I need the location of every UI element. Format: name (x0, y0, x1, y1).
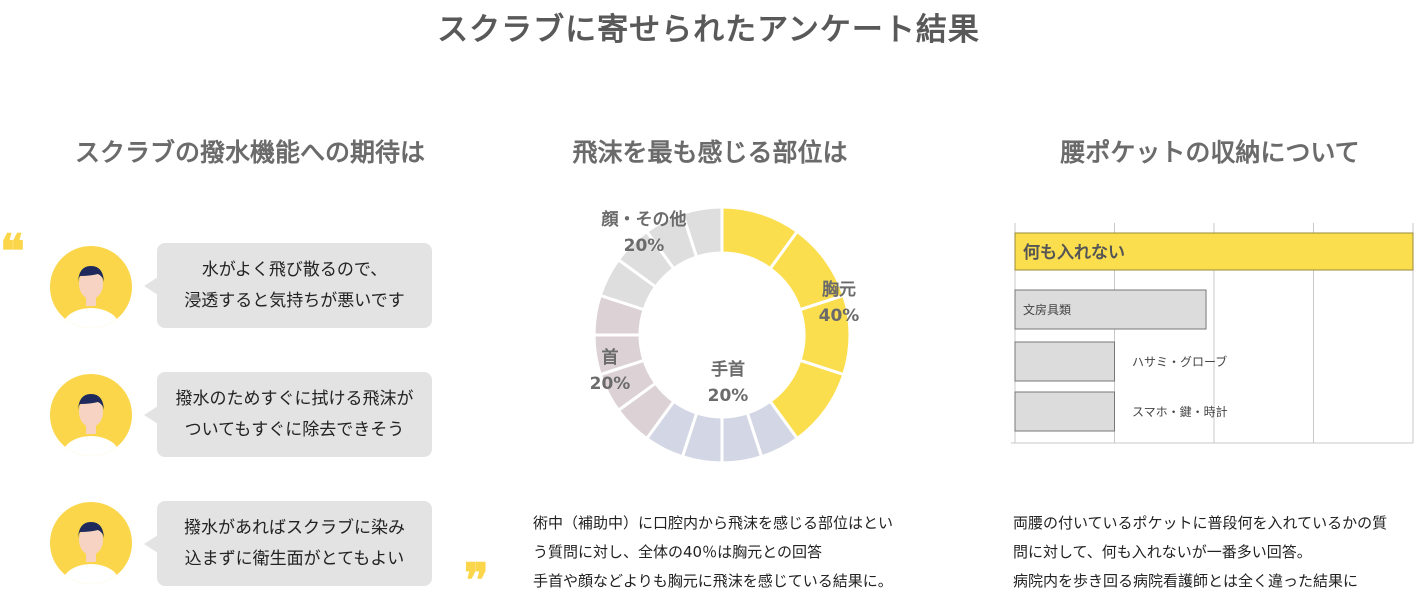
donut-label-value: 20% (624, 236, 665, 256)
testimonial-line: 撥水のためすぐに拭ける飛沫が (175, 388, 414, 409)
left-section-title: スクラブの撥水機能への期待は (74, 138, 425, 167)
bar-3 (1014, 391, 1115, 432)
middle-desc-line: う質問に対し、全体の40％は胸元との回答 (533, 543, 822, 561)
right-description: 両腰の付いているポケットに普段何を入れているかの質 問に対して、何も入れないが一… (1013, 509, 1417, 596)
middle-desc-line: 手首や顔などよりも胸元に飛沫を感じている結果に。 (533, 572, 893, 590)
testimonial-line: ついてもすぐに除去できそう (184, 419, 405, 440)
donut-chart: 胸元 40% 手首 20% 首 20% 顔・その他 20% (590, 205, 860, 465)
testimonial-bubble: 撥水があればスクラブに染み 込まずに衛生面がとてもよい (157, 501, 432, 586)
quote-open-icon: ❝ (0, 224, 25, 278)
bubble-tail (144, 406, 158, 424)
avatar (50, 246, 132, 328)
bar-1 (1014, 289, 1207, 330)
right-desc-line: 問に対して、何も入れないが一番多い回答。 (1013, 543, 1312, 561)
testimonial-bubble: 撥水のためすぐに拭ける飛沫が ついてもすぐに除去できそう (157, 372, 432, 457)
testimonial-text: 撥水のためすぐに拭ける飛沫が ついてもすぐに除去できそう (176, 384, 414, 446)
right-desc-line: 両腰の付いているポケットに普段何を入れているかの質 (1013, 514, 1388, 532)
bar-category-label: スマホ・鍵・時計 (1132, 404, 1228, 419)
middle-desc-line: 術中（補助中）に口腔内から飛沫を感じる部位はとい (533, 514, 894, 532)
middle-section-title: 飛沫を最も感じる部位は (572, 138, 848, 167)
bar-category-label: 文房具類 (1023, 302, 1071, 317)
donut-label-name: 胸元 (822, 279, 856, 300)
bubble-tail (144, 535, 158, 553)
testimonial-bubble: 水がよく飛び散るので、 浸透すると気持ちが悪いです (157, 243, 432, 328)
donut-label-value: 40% (819, 306, 860, 326)
testimonial-line: 撥水があればスクラブに染み (184, 517, 405, 538)
donut-label-name: 顔・その他 (601, 209, 687, 230)
bar-category-label: 何も入れない (1023, 242, 1125, 263)
bubble-tail (144, 277, 158, 295)
donut-label-name: 首 (602, 347, 619, 368)
quote-close-icon: ❞ (464, 553, 489, 607)
testimonial-line: 水がよく飛び散るので、 (201, 259, 388, 280)
bar-0 (1014, 232, 1414, 271)
testimonial-line: 浸透すると気持ちが悪いです (184, 290, 405, 311)
bar-category-label: ハサミ・グローブ (1132, 354, 1227, 369)
right-section-title: 腰ポケットの収納について (1060, 138, 1360, 167)
testimonial-text: 水がよく飛び散るので、 浸透すると気持ちが悪いです (184, 255, 405, 317)
bar-2 (1014, 341, 1115, 382)
avatar (50, 374, 132, 456)
donut-label-name: 手首 (711, 359, 745, 380)
avatar (50, 502, 132, 584)
donut-label-value: 20% (708, 386, 749, 406)
donut-label-value: 20% (590, 374, 631, 394)
page-title: スクラブに寄せられたアンケート結果 (437, 12, 980, 48)
right-desc-line: 病院内を歩き回る病院看護師とは全く違った結果に (1013, 572, 1359, 590)
donut-slice-3-segment (680, 205, 724, 259)
testimonial-text: 撥水があればスクラブに染み 込まずに衛生面がとてもよい (184, 513, 405, 575)
middle-description: 術中（補助中）に口腔内から飛沫を感じる部位はとい う質問に対し、全体の40％は胸… (533, 509, 943, 596)
testimonial-line: 込まずに衛生面がとてもよい (184, 548, 405, 569)
